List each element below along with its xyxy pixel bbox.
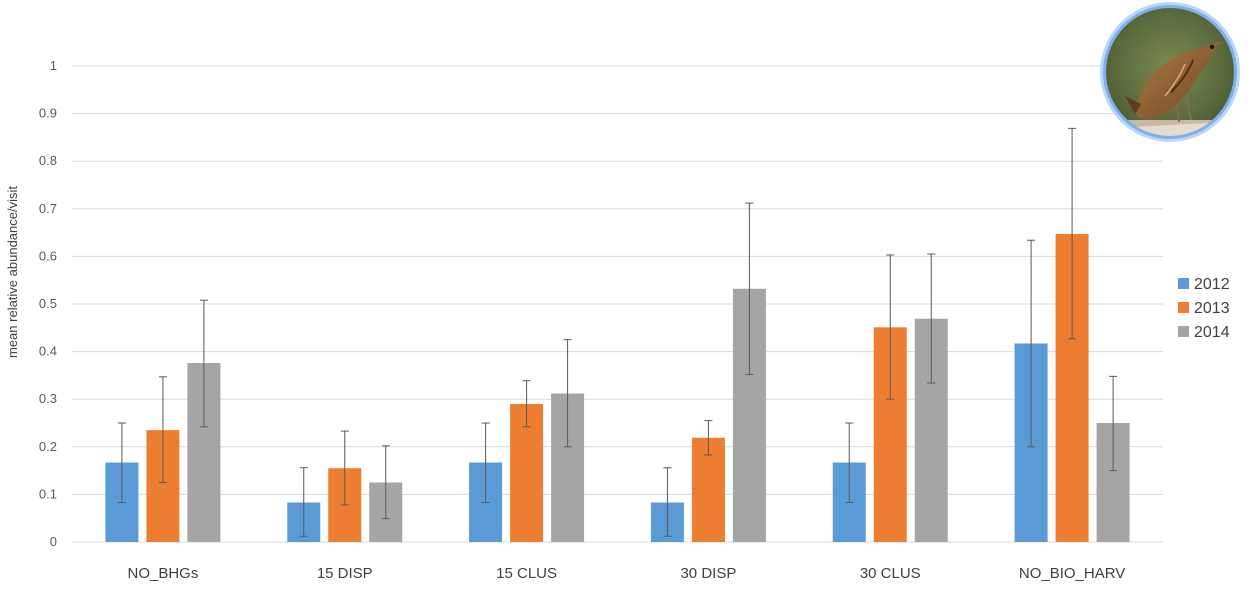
error-bar [299,467,308,537]
category-label: 15 CLUS [496,565,557,582]
error-bar [886,254,895,400]
bars [105,234,1130,542]
category-label: 30 CLUS [860,565,921,582]
y-tick-label: 0.1 [39,486,57,501]
error-bar [745,202,754,375]
y-tick-label: 1 [50,58,57,73]
error-bar [927,253,936,384]
error-bar [340,430,349,506]
y-tick-label: 0.2 [39,439,57,454]
error-bar [158,376,167,483]
error-bar [481,422,490,503]
y-tick-label: 0.5 [39,296,57,311]
category-label: 15 DISP [317,565,373,582]
error-bar [704,420,713,456]
y-axis-title: mean relative abundance/visit [5,186,20,358]
y-tick-label: 0.8 [39,153,57,168]
category-label: NO_BHGs [127,565,198,582]
legend: 2012 2013 2014 [1178,276,1230,341]
y-tick-label: 0.4 [39,344,57,359]
y-tick-label: 0.7 [39,201,57,216]
y-tick-label: 0.9 [39,106,57,121]
error-bar [663,467,672,537]
error-bars [117,127,1118,537]
y-tick-label: 0.3 [39,391,57,406]
error-bar [1027,239,1036,448]
legend-label-2012: 2012 [1194,276,1230,293]
legend-label-2014: 2014 [1194,324,1230,341]
legend-swatch-2014 [1178,326,1189,337]
error-bar [199,299,208,428]
legend-label-2013: 2013 [1194,300,1230,317]
category-label: NO_BIO_HARV [1019,565,1125,582]
error-bar [1068,127,1077,340]
wren-bird-photo [1100,2,1240,142]
error-bar [845,422,854,503]
legend-swatch-2013 [1178,302,1189,313]
error-bar [522,380,531,428]
x-axis-categories: NO_BHGs 15 DISP 15 CLUS 30 DISP 30 CLUS NO_BI… [127,565,1125,582]
error-bar [1109,375,1118,472]
error-bar [117,422,126,503]
category-label: 30 DISP [680,565,736,582]
error-bar [563,339,572,448]
gridlines [72,65,1163,543]
y-tick-label: 0.6 [39,248,57,263]
error-bar [381,445,390,520]
y-axis-ticks: 0 0.1 0.2 0.3 0.4 0.5 0.6 0.7 0.8 0.9 1 [39,58,57,549]
y-tick-label: 0 [50,534,57,549]
legend-swatch-2012 [1178,278,1189,289]
